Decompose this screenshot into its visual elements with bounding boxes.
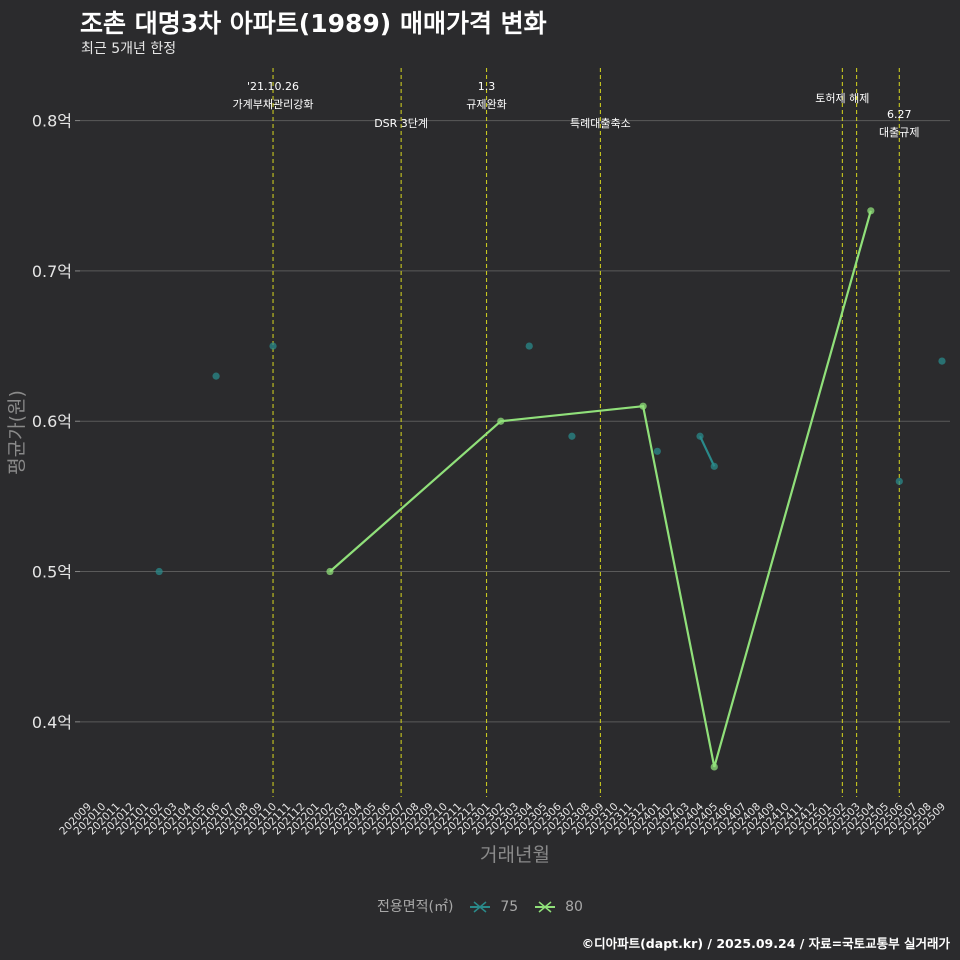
data-point-75: [525, 342, 533, 350]
y-axis-title: 평균가(원): [6, 390, 28, 475]
data-point-75: [568, 432, 576, 440]
data-point-75: [938, 357, 946, 365]
event-label: DSR 3단계: [374, 117, 428, 130]
legend-label-75: 75: [500, 899, 519, 915]
y-tick-label: 0.4억: [32, 713, 72, 732]
data-point-75: [212, 372, 220, 380]
credit-footer: ©디아파트(dapt.kr) / 2025.09.24 / 자료=국토교통부 실…: [581, 936, 950, 951]
data-point-75: [269, 342, 277, 350]
data-point-75: [696, 432, 704, 440]
legend-label-80: 80: [565, 899, 583, 915]
data-point-80: [326, 567, 334, 576]
data-point-80: [497, 417, 505, 425]
data-point-80: [867, 207, 875, 215]
event-label: 1.3: [478, 80, 496, 93]
page-title: 조촌 대명3차 아파트(1989) 매매가격 변화: [80, 9, 547, 38]
y-tick-label: 0.6억: [32, 412, 72, 431]
legend-key-80-icon: [534, 901, 555, 913]
series-75-segment: [699, 435, 716, 467]
data-point-75: [155, 567, 163, 576]
data-point-75: [710, 462, 718, 470]
event-label: 특례대출축소: [570, 117, 631, 130]
x-axis-title: 거래년월: [480, 844, 550, 866]
data-point-80: [710, 763, 718, 771]
y-tick-label: 0.7억: [32, 262, 72, 281]
event-label: '21.10.26: [247, 80, 299, 93]
event-label: 가계부채관리강화: [233, 98, 314, 111]
legend-title: 전용면적(㎡): [377, 899, 454, 915]
legend: 전용면적(㎡) 75 80: [0, 896, 960, 916]
event-label: 규제완화: [466, 98, 506, 111]
data-point-75: [653, 447, 661, 455]
legend-key-75-icon: [469, 901, 490, 913]
y-tick-label: 0.8억: [32, 112, 72, 131]
y-tick-label: 0.5억: [32, 563, 72, 582]
legend-item-80[interactable]: 80: [533, 898, 583, 916]
data-point-80: [639, 402, 647, 410]
event-label: 대출규제: [879, 126, 919, 139]
event-label: 6.27: [887, 108, 912, 121]
event-label: 토허제 해제: [815, 91, 869, 105]
page-subtitle: 최근 5개년 한정: [81, 41, 177, 57]
data-point-75: [895, 477, 903, 485]
legend-item-75[interactable]: 75: [468, 898, 518, 916]
